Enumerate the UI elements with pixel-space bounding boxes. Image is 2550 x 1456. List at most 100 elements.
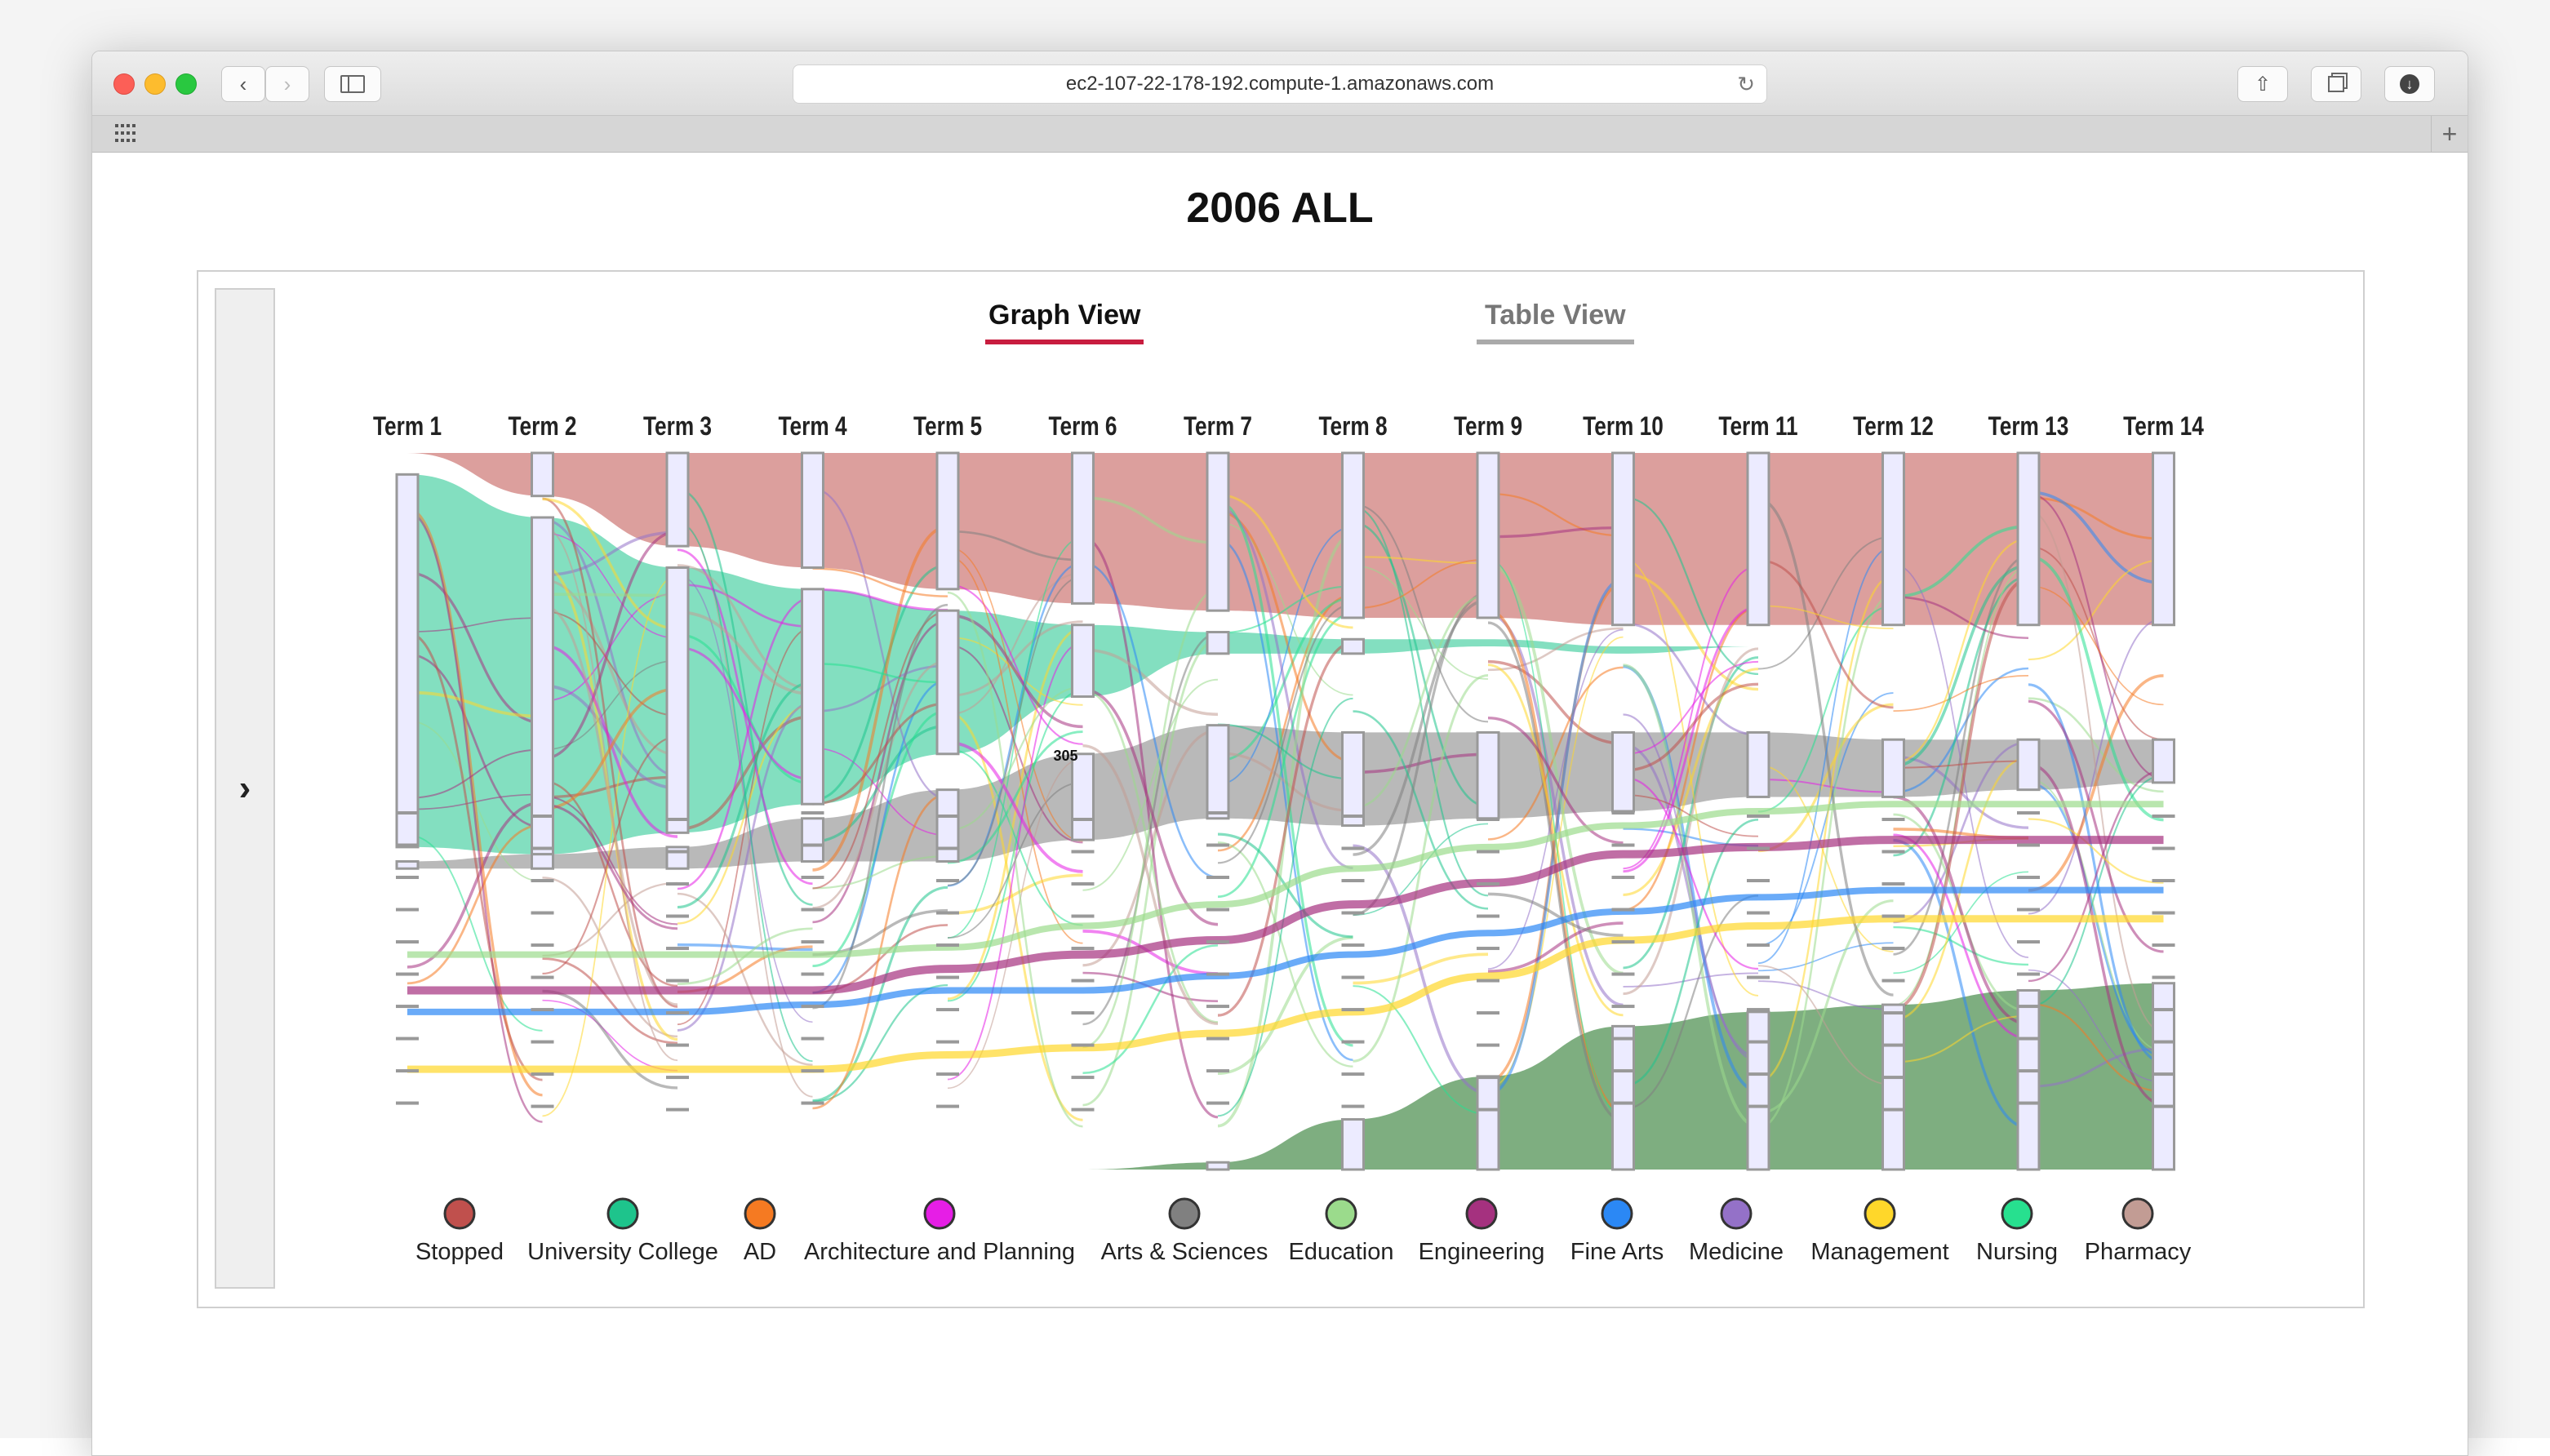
tabs-overview-button[interactable] bbox=[2311, 66, 2361, 102]
university-college-flow-band bbox=[407, 474, 2164, 855]
flow-link bbox=[947, 572, 1083, 716]
term-node-small bbox=[1071, 882, 1095, 886]
term-node-small bbox=[1881, 947, 1905, 951]
flow-link bbox=[1623, 972, 1759, 988]
term-node bbox=[1476, 730, 1500, 820]
term-node-small bbox=[801, 1037, 824, 1041]
term-node-small bbox=[1341, 879, 1365, 883]
term-node-small bbox=[936, 911, 959, 915]
flow-link-major bbox=[407, 836, 2164, 995]
share-button[interactable]: ⇧ bbox=[2237, 66, 2288, 102]
minimize-window-button[interactable] bbox=[144, 73, 166, 95]
flow-link bbox=[1082, 588, 1219, 1049]
term-node-small bbox=[2152, 1040, 2175, 1044]
flow-link bbox=[2028, 496, 2164, 540]
flow-link bbox=[542, 687, 678, 810]
flow-link bbox=[947, 627, 1083, 1001]
term-node-small bbox=[936, 846, 959, 850]
download-icon: ↓ bbox=[2400, 74, 2419, 94]
term-label: Term 1 bbox=[373, 413, 442, 442]
flow-link bbox=[947, 555, 1083, 944]
flow-link bbox=[947, 644, 1083, 844]
term-label: Term 5 bbox=[913, 413, 982, 442]
new-tab-button[interactable]: + bbox=[2431, 116, 2468, 152]
flow-link bbox=[1757, 942, 1894, 972]
term-node bbox=[935, 609, 960, 756]
flow-link bbox=[542, 989, 678, 1090]
close-window-button[interactable] bbox=[113, 73, 135, 95]
flow-link bbox=[1623, 664, 1759, 1129]
term-node-small bbox=[1611, 876, 1635, 880]
flow-link bbox=[1893, 760, 2029, 769]
sidebar-toggle-button[interactable] bbox=[324, 66, 381, 102]
flow-link bbox=[1217, 526, 1353, 786]
term-node-small bbox=[666, 947, 689, 951]
term-node bbox=[1206, 631, 1230, 655]
term-node-small bbox=[666, 1108, 689, 1112]
flow-link bbox=[947, 591, 1083, 1128]
flow-link bbox=[1757, 692, 1894, 947]
flow-link bbox=[542, 530, 678, 577]
address-bar[interactable]: ec2-107-22-178-192.compute-1.amazonaws.c… bbox=[793, 64, 1767, 104]
tab-table-view[interactable]: Table View bbox=[1477, 300, 1634, 344]
flow-link bbox=[947, 584, 1083, 745]
flow-link bbox=[947, 530, 1083, 562]
flow-link bbox=[406, 653, 543, 828]
term-node-small bbox=[1747, 1104, 1770, 1108]
legend-label: Management bbox=[1810, 1239, 1948, 1265]
flow-link bbox=[812, 702, 948, 806]
legend-swatch bbox=[2121, 1197, 2154, 1230]
downloads-button[interactable]: ↓ bbox=[2384, 66, 2435, 102]
term-node bbox=[531, 451, 554, 498]
term-node bbox=[2016, 451, 2041, 627]
term-node-small bbox=[1071, 850, 1095, 854]
flow-link-major bbox=[407, 801, 2164, 958]
flow-link bbox=[542, 779, 678, 988]
grid-icon[interactable] bbox=[115, 124, 138, 144]
term-label: Term 9 bbox=[1454, 413, 1522, 442]
flow-link bbox=[406, 510, 543, 1123]
legend-swatch bbox=[1720, 1197, 1753, 1230]
term-node-small bbox=[2017, 1069, 2040, 1073]
term-node-small bbox=[801, 876, 824, 880]
term-node bbox=[1611, 451, 1635, 627]
maximize-window-button[interactable] bbox=[175, 73, 197, 95]
tab-graph-view[interactable]: Graph View bbox=[985, 300, 1144, 344]
term-node-small bbox=[1477, 1043, 1499, 1047]
flow-link bbox=[1353, 556, 1489, 565]
term-node-small bbox=[1341, 1040, 1365, 1044]
term-node-small bbox=[936, 1040, 959, 1044]
expand-sidebar-button[interactable]: › bbox=[215, 288, 275, 1289]
term-node-small bbox=[396, 908, 419, 912]
term-node bbox=[1341, 730, 1365, 828]
sankey-chart: Term 1 Term 2 Term 3 Term 4 Term 5 Term 6 Term… bbox=[373, 413, 2205, 1265]
term-node-small bbox=[1881, 1043, 1905, 1047]
term-node-small bbox=[1477, 850, 1499, 854]
term-node-small bbox=[801, 811, 824, 815]
forward-button[interactable]: › bbox=[265, 66, 309, 102]
term-node-small bbox=[396, 843, 419, 847]
term-node-small bbox=[1341, 943, 1365, 948]
term-node bbox=[1476, 451, 1500, 619]
flow-link bbox=[406, 834, 543, 1032]
flow-link bbox=[1217, 641, 1353, 1017]
flow-link bbox=[2028, 1047, 2164, 1088]
back-button[interactable]: ‹ bbox=[221, 66, 265, 102]
flow-link bbox=[1217, 612, 1353, 899]
reload-icon[interactable]: ↻ bbox=[1737, 72, 1755, 96]
flow-link bbox=[1217, 593, 1353, 852]
term-node bbox=[1746, 730, 1770, 798]
term-node-small bbox=[1747, 943, 1770, 948]
flow-link bbox=[1623, 557, 1759, 997]
flow-link bbox=[542, 644, 678, 838]
term-node-small bbox=[1881, 914, 1905, 918]
term-node-small bbox=[666, 1076, 689, 1080]
flow-link bbox=[1893, 596, 2029, 639]
flow-link bbox=[542, 530, 678, 761]
flow-link bbox=[1353, 558, 1489, 610]
term-node-small bbox=[2152, 815, 2175, 818]
term-node-small bbox=[1341, 846, 1365, 850]
flow-link bbox=[677, 597, 813, 890]
flow-link bbox=[1623, 713, 1759, 1062]
term-label: Term 13 bbox=[1988, 413, 2069, 442]
